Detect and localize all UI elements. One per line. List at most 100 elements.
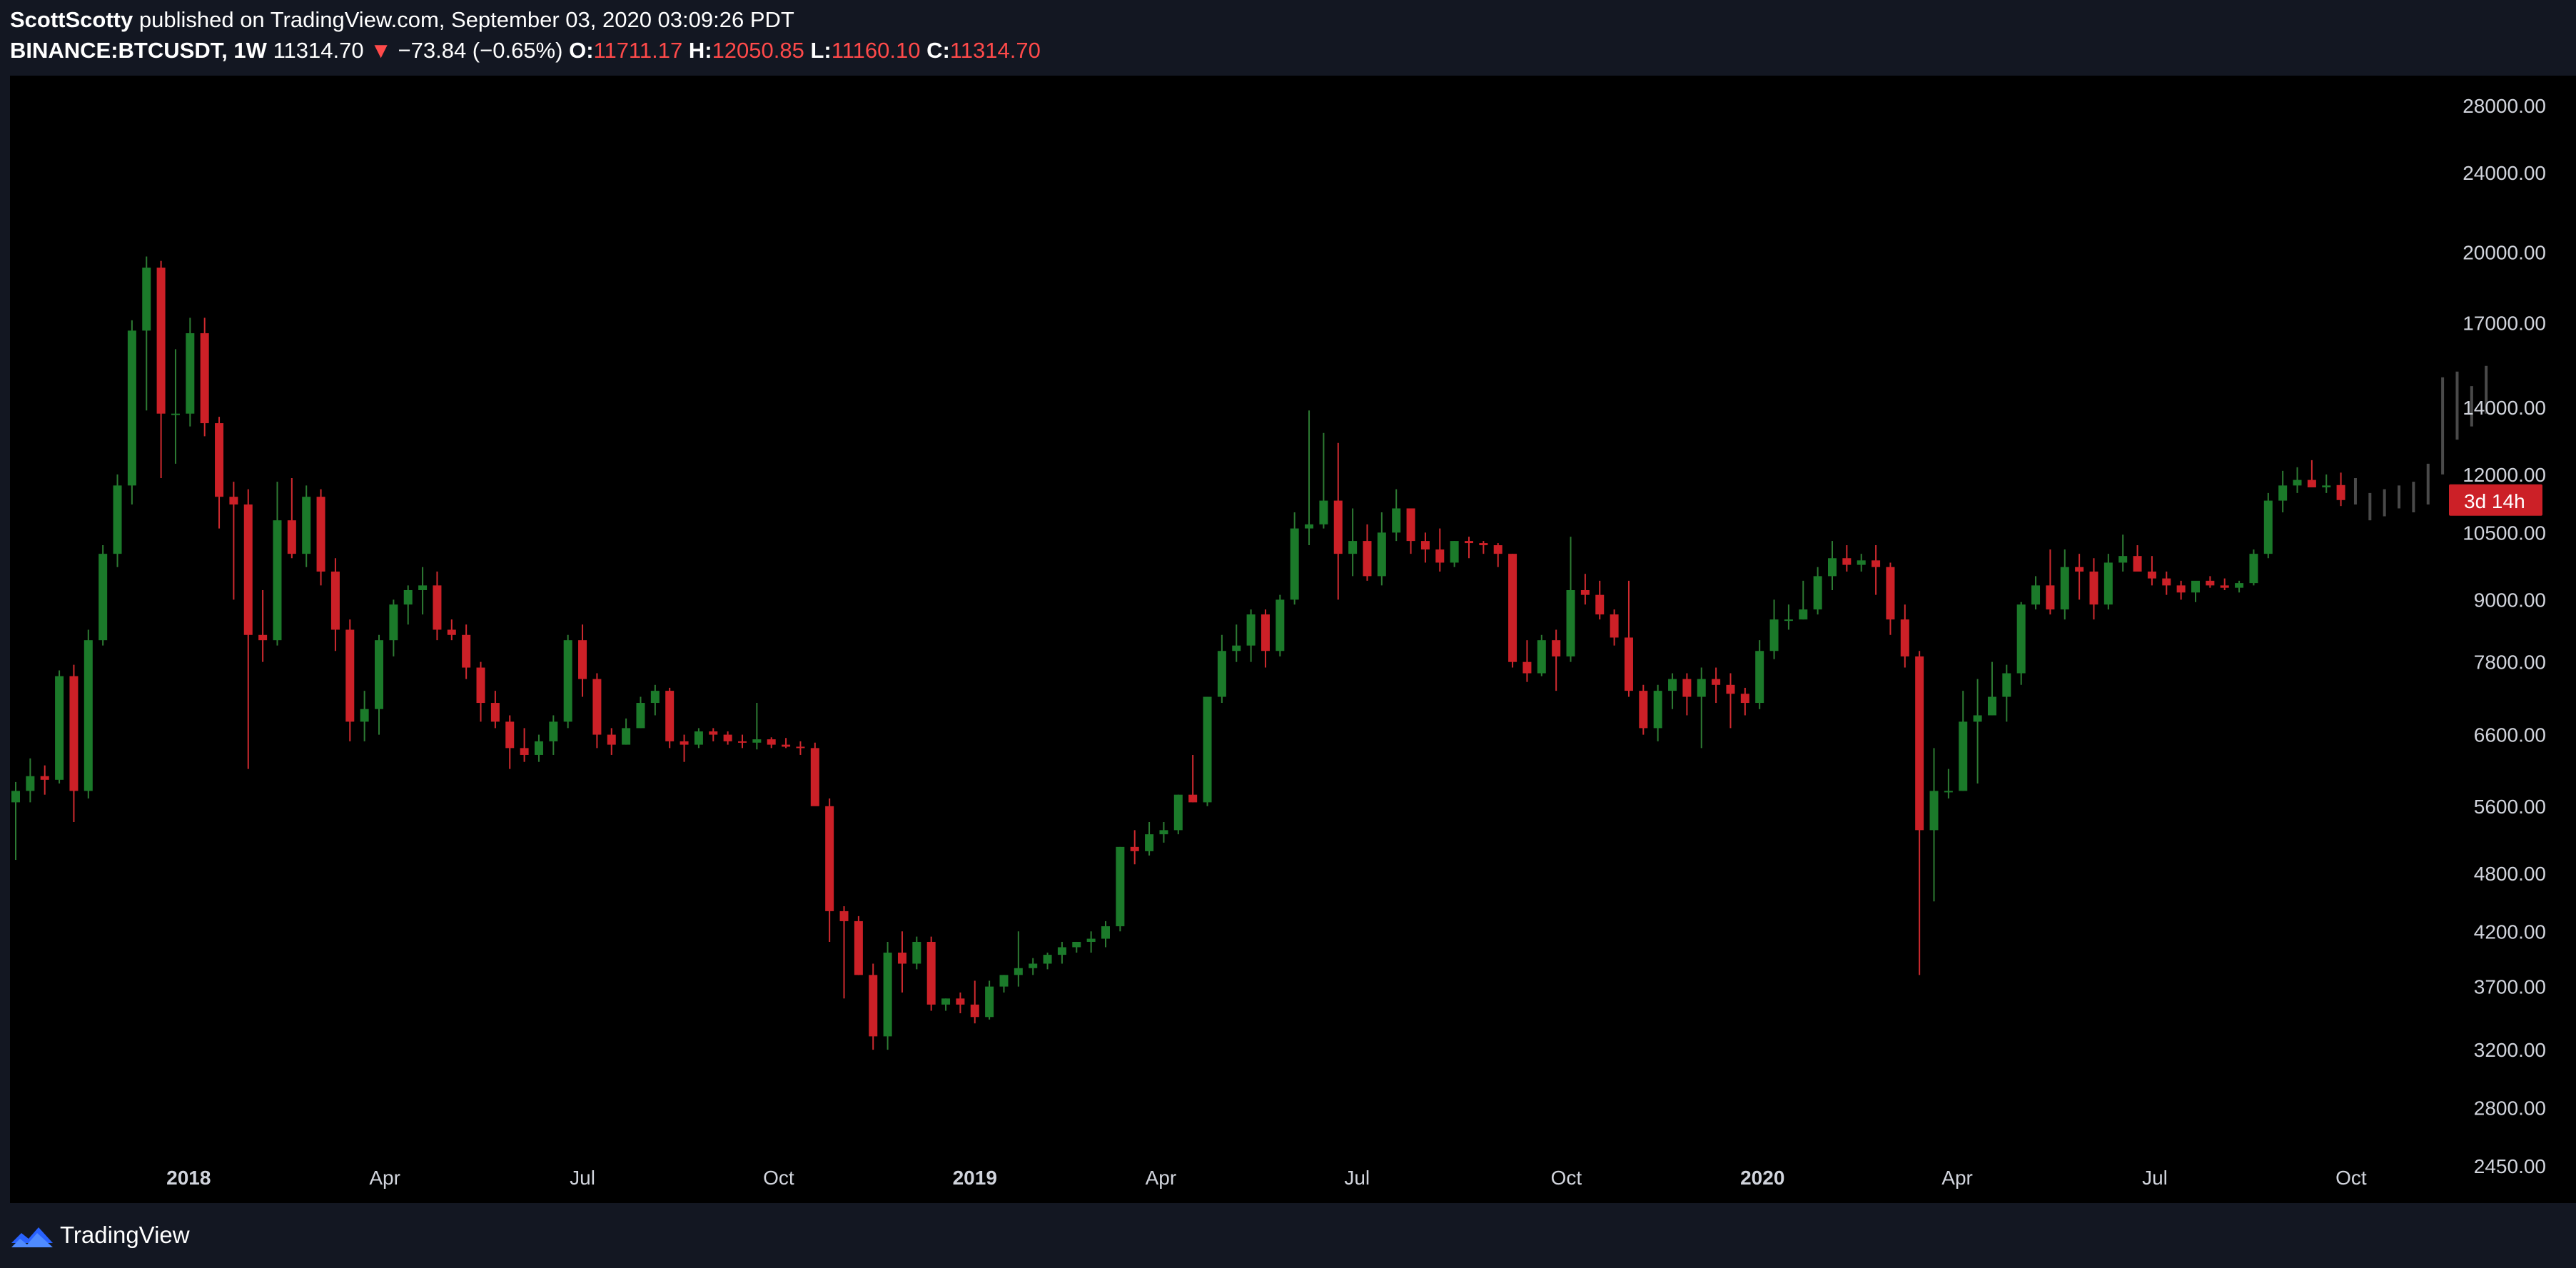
candle[interactable] [825,798,834,942]
candle[interactable] [680,734,689,762]
candle[interactable] [970,980,979,1024]
candle[interactable] [1435,528,1445,572]
candle[interactable] [11,781,20,861]
candle[interactable] [403,585,413,625]
candle[interactable] [1173,794,1183,835]
candle[interactable] [1101,920,1110,948]
candle[interactable] [1305,410,1314,546]
price-axis[interactable] [2443,76,2576,1203]
candle[interactable] [1682,673,1692,716]
tradingview-brand[interactable]: TradingView [60,1222,190,1248]
candle[interactable] [985,980,994,1020]
candle[interactable] [345,619,355,741]
candle[interactable] [694,728,703,749]
candle[interactable] [1639,684,1648,735]
candle[interactable] [215,417,224,529]
candle[interactable] [2263,492,2273,559]
candle[interactable] [1276,594,1285,656]
candle[interactable] [796,741,805,755]
candle[interactable] [607,728,616,755]
candle[interactable] [1697,667,1706,749]
candle[interactable] [1653,684,1662,741]
candle[interactable] [2307,460,2316,487]
candle[interactable] [2293,467,2302,493]
candle[interactable] [2046,549,2055,615]
candle[interactable] [650,684,660,716]
candle[interactable] [2162,572,2171,595]
candle[interactable] [1465,537,1473,559]
candle[interactable] [2191,580,2200,602]
candle[interactable] [1580,574,1590,605]
candle[interactable] [1217,634,1226,704]
candle[interactable] [171,349,180,464]
candle[interactable] [1959,691,1968,791]
candle[interactable] [316,489,325,586]
candle[interactable] [563,634,572,729]
candle[interactable] [1973,679,1982,783]
candle[interactable] [999,975,1009,993]
candle[interactable] [462,624,471,679]
candle[interactable] [622,718,631,745]
candle[interactable] [1086,931,1096,953]
candle[interactable] [1726,673,1735,729]
candle[interactable] [2249,549,2258,586]
candle[interactable] [1348,508,1358,577]
candle[interactable] [1610,609,1619,646]
candle[interactable] [40,765,49,795]
plot-area[interactable] [10,76,2443,1203]
candle[interactable] [883,941,892,1050]
candle[interactable] [1857,554,1866,572]
candle[interactable] [243,489,253,769]
candle[interactable] [1712,667,1721,704]
candle[interactable] [897,931,906,993]
candle[interactable] [1929,748,1939,902]
candle[interactable] [84,629,93,799]
tradingview-logo-icon[interactable] [10,1219,54,1252]
candle[interactable] [1915,651,1924,975]
candle[interactable] [490,691,500,729]
candle[interactable] [1479,541,1488,554]
candle[interactable] [1159,821,1168,843]
candle[interactable] [941,998,951,1011]
candle[interactable] [752,703,762,750]
candle[interactable] [1072,941,1081,953]
candle[interactable] [1537,634,1546,676]
candle[interactable] [1872,545,1881,595]
candle[interactable] [1188,754,1198,803]
candle[interactable] [926,936,936,1011]
candle[interactable] [1900,604,1909,668]
candle[interactable] [636,696,645,729]
candle[interactable] [1799,580,1808,620]
candle[interactable] [1319,432,1328,529]
candle[interactable] [2235,580,2244,593]
candle[interactable] [2075,554,2084,600]
candle[interactable] [2147,556,2156,586]
candle[interactable] [1203,696,1212,806]
candle[interactable] [229,482,238,600]
candle[interactable] [2176,580,2186,600]
candle[interactable] [1668,673,1677,709]
candle[interactable] [258,589,268,662]
candle[interactable] [1944,769,1953,799]
candle[interactable] [1552,629,1561,691]
candle[interactable] [2103,554,2113,610]
candle[interactable] [1828,541,1837,590]
candle[interactable] [1392,489,1401,542]
candle[interactable] [1595,580,1605,620]
candle[interactable] [2133,545,2142,572]
candle[interactable] [665,687,675,749]
candle[interactable] [1508,554,1517,668]
candle[interactable] [1493,543,1502,567]
candle[interactable] [956,992,965,1013]
candle[interactable] [1029,958,1038,975]
candle[interactable] [2016,602,2026,685]
candle[interactable] [1130,830,1139,865]
author-name[interactable]: ScottScotty [10,7,133,32]
candle[interactable] [476,661,485,722]
candle[interactable] [709,728,718,741]
candle[interactable] [2089,558,2098,620]
candle[interactable] [156,260,166,479]
candle[interactable] [1624,580,1633,697]
candle[interactable] [287,478,296,559]
